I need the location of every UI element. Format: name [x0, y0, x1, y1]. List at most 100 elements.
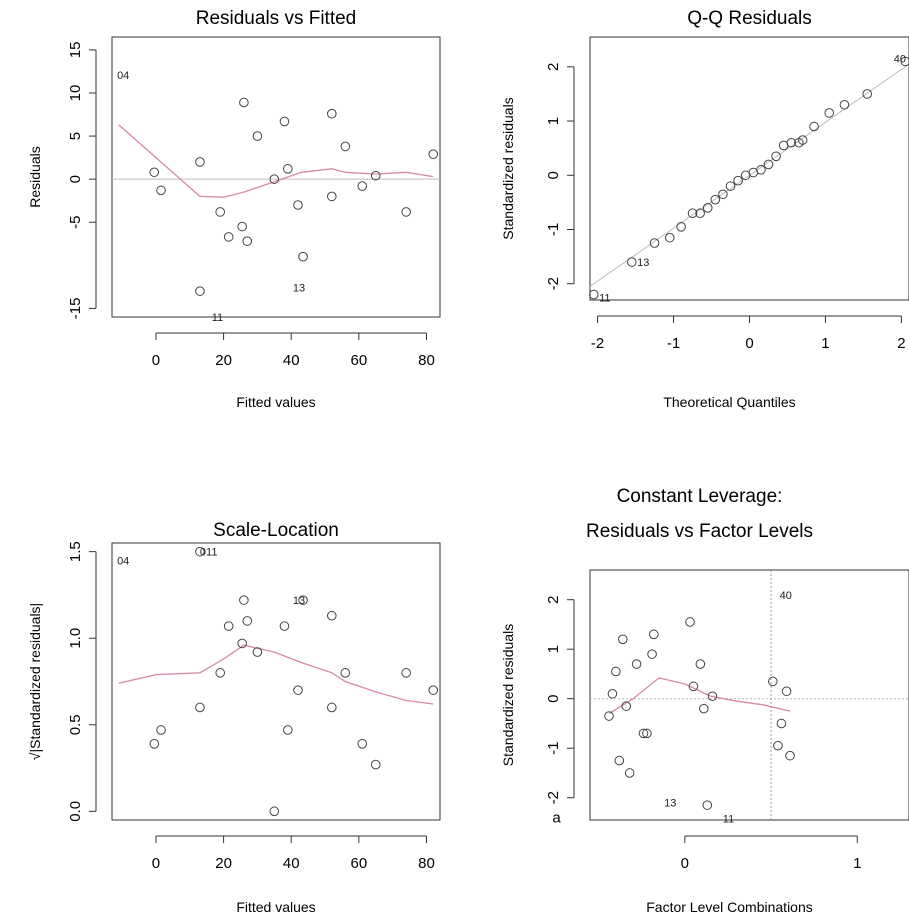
data-point — [862, 89, 873, 99]
x-tick-label: 20 — [215, 352, 232, 369]
smooth-line — [118, 644, 434, 705]
point-label: 40 — [894, 54, 906, 66]
data-point — [664, 232, 675, 243]
data-point — [195, 286, 205, 296]
data-point — [776, 718, 787, 729]
panel-4: Constant Leverage: Residuals vs Factor Le… — [500, 486, 909, 915]
panel-3: Scale-Location Fitted values √|Standardize… — [27, 520, 441, 915]
x-tick-label: 0 — [152, 352, 160, 369]
data-point — [149, 167, 160, 178]
panel-1: Residuals vs Fitted Fitted values Residual… — [27, 8, 441, 410]
data-point — [269, 174, 280, 184]
data-point — [237, 638, 247, 649]
data-point — [649, 238, 660, 248]
data-point — [621, 701, 632, 711]
data-point — [340, 141, 351, 152]
plot-title: Constant Leverage: — [617, 486, 783, 507]
y-tick-label: 2 — [545, 63, 562, 71]
point-label: 04 — [117, 70, 129, 82]
data-point — [707, 691, 718, 702]
data-point — [428, 149, 439, 159]
y-tick-label: 0.0 — [67, 801, 84, 822]
data-point — [702, 800, 713, 810]
y-axis-label: √|Standardized residuals| — [27, 603, 43, 760]
data-point — [401, 207, 411, 217]
plot-frame — [111, 36, 441, 318]
y-tick-label: 0 — [545, 171, 562, 179]
point-label: 11 — [599, 292, 610, 304]
x-tick-label: 0 — [681, 855, 689, 872]
data-point — [269, 806, 280, 817]
data-point — [763, 159, 774, 170]
data-point — [614, 755, 625, 766]
data-point — [428, 685, 439, 695]
data-point — [685, 617, 695, 627]
y-tick-label: -15 — [67, 298, 84, 320]
x-axis-label: Fitted values — [236, 899, 315, 915]
x-axis-label: Factor Level Combinations — [646, 899, 813, 915]
plot-title: Q-Q Residuals — [687, 8, 812, 29]
point-label: 11 — [723, 814, 734, 826]
x-tick-label: -1 — [667, 335, 680, 352]
y-tick-label: -2 — [545, 277, 562, 290]
y-tick-label: 1.0 — [67, 628, 84, 649]
plot-title: Residuals vs Factor Levels — [586, 521, 813, 542]
data-point — [626, 257, 637, 267]
data-point — [326, 610, 337, 621]
data-point — [252, 647, 263, 657]
x-tick-label: 1 — [821, 335, 829, 352]
data-point — [223, 621, 234, 631]
point-label: 11 — [212, 312, 223, 324]
data-point — [647, 649, 657, 659]
data-point — [676, 221, 686, 232]
x-tick-label: 60 — [351, 352, 368, 369]
data-point — [149, 739, 160, 749]
data-point — [733, 175, 743, 186]
x-tick-label: 1 — [853, 855, 861, 872]
y-tick-label: 2 — [545, 596, 562, 604]
y-axis-label: Standardized residuals — [500, 624, 516, 766]
data-point — [293, 685, 303, 695]
data-point — [624, 768, 635, 778]
data-point — [283, 725, 293, 735]
point-label: 13 — [293, 283, 305, 295]
x-tick-label: 40 — [283, 855, 300, 872]
y-tick-label: -1 — [545, 742, 562, 755]
x-tick-label: 0 — [152, 855, 160, 872]
data-point — [357, 739, 368, 749]
panel-tag: a — [552, 810, 561, 827]
data-point — [649, 629, 659, 640]
data-point — [604, 711, 614, 721]
data-point — [695, 659, 706, 669]
data-point — [401, 668, 411, 678]
x-axis-label: Fitted values — [236, 394, 315, 410]
x-tick-label: 60 — [351, 855, 368, 872]
data-point — [687, 208, 698, 219]
data-point — [588, 289, 599, 300]
y-tick-label: 0.5 — [67, 714, 84, 735]
data-point — [785, 750, 795, 761]
plot-title: Residuals vs Fitted — [196, 8, 357, 29]
y-tick-label: -5 — [67, 216, 84, 229]
x-tick-label: 20 — [215, 855, 232, 872]
data-point — [900, 56, 909, 67]
y-tick-label: -1 — [545, 223, 562, 236]
y-axis-label: Residuals — [27, 146, 43, 207]
data-point — [215, 207, 226, 217]
plot-frame — [111, 542, 441, 821]
point-label: 04 — [117, 555, 129, 567]
data-point — [195, 546, 205, 557]
data-point — [786, 137, 797, 148]
data-point — [718, 189, 728, 200]
data-point — [357, 181, 368, 191]
data-point — [797, 135, 808, 145]
data-point — [688, 681, 699, 692]
y-tick-label: 5 — [67, 132, 84, 140]
data-point — [756, 165, 766, 175]
data-point — [699, 703, 709, 714]
y-tick-label: 1 — [545, 117, 562, 125]
data-point — [195, 702, 205, 713]
data-point — [607, 688, 618, 699]
data-point — [725, 181, 736, 191]
